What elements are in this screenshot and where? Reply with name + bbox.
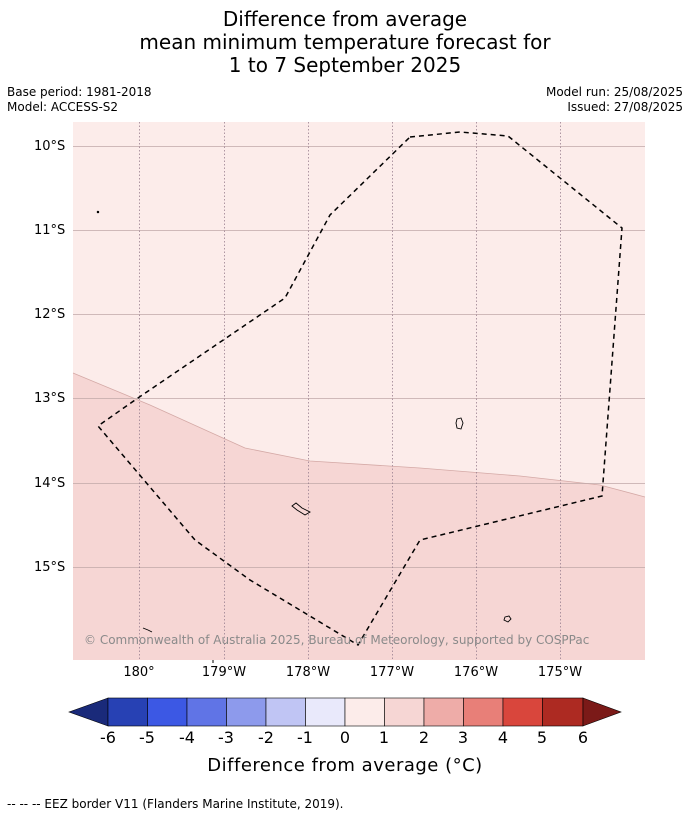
lon-label-175w: 175°W bbox=[537, 665, 583, 680]
lat-label-10s: 10°S bbox=[34, 139, 66, 154]
colorbar bbox=[68, 697, 622, 727]
colorbar-bin-n3 bbox=[226, 697, 267, 727]
lat-label-15s: 15°S bbox=[34, 560, 66, 575]
colorbar-extend-high bbox=[582, 697, 622, 727]
colorbar-tick-n3: -3 bbox=[218, 728, 234, 747]
colorbar-tick-p3: 3 bbox=[457, 728, 469, 747]
issued-date: Issued: 27/08/2025 bbox=[567, 100, 683, 114]
colorbar-tick-n6: -6 bbox=[100, 728, 116, 747]
colorbar-bin-n2 bbox=[265, 697, 306, 727]
anomaly-zone-1-to-2 bbox=[73, 373, 645, 660]
colorbar-tick-p5: 5 bbox=[536, 728, 548, 747]
colorbar-extend-low bbox=[68, 697, 109, 727]
longitude-gridlines bbox=[139, 122, 561, 660]
islands bbox=[96, 210, 512, 633]
lon-label-179w: 179°W bbox=[201, 665, 247, 680]
eez-footnote: -- -- -- EEZ border V11 (Flanders Marine… bbox=[7, 797, 344, 811]
colorbar-tick-n2: -2 bbox=[258, 728, 274, 747]
lon-label-180: 180° bbox=[123, 665, 155, 680]
island-southwest bbox=[142, 627, 153, 633]
colorbar-tick-p4: 4 bbox=[497, 728, 509, 747]
island-northwest bbox=[96, 210, 100, 214]
colorbar-bin-p4 bbox=[502, 697, 543, 727]
colorbar-title: Difference from average (°C) bbox=[207, 755, 483, 776]
island-futuna bbox=[291, 502, 311, 516]
colorbar-bin-p1 bbox=[384, 697, 425, 727]
colorbar-tick-0: 0 bbox=[339, 728, 351, 747]
colorbar-tick-p1: 1 bbox=[378, 728, 390, 747]
latitude-gridlines bbox=[73, 146, 645, 568]
meta-left: Base period: 1981-2018 Model: ACCESS-S2 bbox=[7, 85, 152, 115]
colorbar-bin-p0 bbox=[344, 697, 385, 727]
lat-label-13s: 13°S bbox=[34, 391, 66, 406]
lon-label-176w: 176°W bbox=[453, 665, 499, 680]
title-line-3: 1 to 7 September 2025 bbox=[228, 53, 462, 77]
colorbar-tick-n5: -5 bbox=[139, 728, 155, 747]
colorbar-bin-n1 bbox=[305, 697, 346, 727]
island-wallis bbox=[455, 417, 464, 430]
colorbar-tick-p6: 6 bbox=[577, 728, 589, 747]
title-line-2: mean minimum temperature forecast for bbox=[139, 30, 551, 54]
copyright-notice: © Commonwealth of Australia 2025, Bureau… bbox=[84, 633, 590, 647]
lat-label-14s: 14°S bbox=[34, 476, 66, 491]
meta-right: Model run: 25/08/2025 Issued: 27/08/2025 bbox=[546, 85, 683, 115]
lat-label-11s: 11°S bbox=[34, 223, 66, 238]
model-run: Model run: 25/08/2025 bbox=[545, 85, 683, 99]
title-line-1: Difference from average bbox=[222, 7, 468, 31]
model-name: Model: ACCESS-S2 bbox=[7, 100, 119, 114]
island-southeast bbox=[503, 615, 512, 623]
colorbar-bin-n4 bbox=[186, 697, 227, 727]
lon-label-177w: 177°W bbox=[369, 665, 415, 680]
colorbar-bin-p5 bbox=[542, 697, 584, 727]
chart-title: Difference from average mean minimum tem… bbox=[0, 8, 690, 77]
colorbar-bin-p2 bbox=[423, 697, 464, 727]
colorbar-bin-p3 bbox=[463, 697, 504, 727]
eez-border bbox=[96, 131, 623, 647]
colorbar-bin-n6 bbox=[107, 697, 148, 727]
base-period: Base period: 1981-2018 bbox=[7, 85, 152, 99]
colorbar-tick-n4: -4 bbox=[179, 728, 195, 747]
colorbar-tick-n1: -1 bbox=[297, 728, 313, 747]
lat-label-12s: 12°S bbox=[34, 307, 66, 322]
colorbar-tick-p2: 2 bbox=[418, 728, 430, 747]
colorbar-bin-n5 bbox=[147, 697, 188, 727]
lon-label-178w: 178°W bbox=[285, 665, 331, 680]
